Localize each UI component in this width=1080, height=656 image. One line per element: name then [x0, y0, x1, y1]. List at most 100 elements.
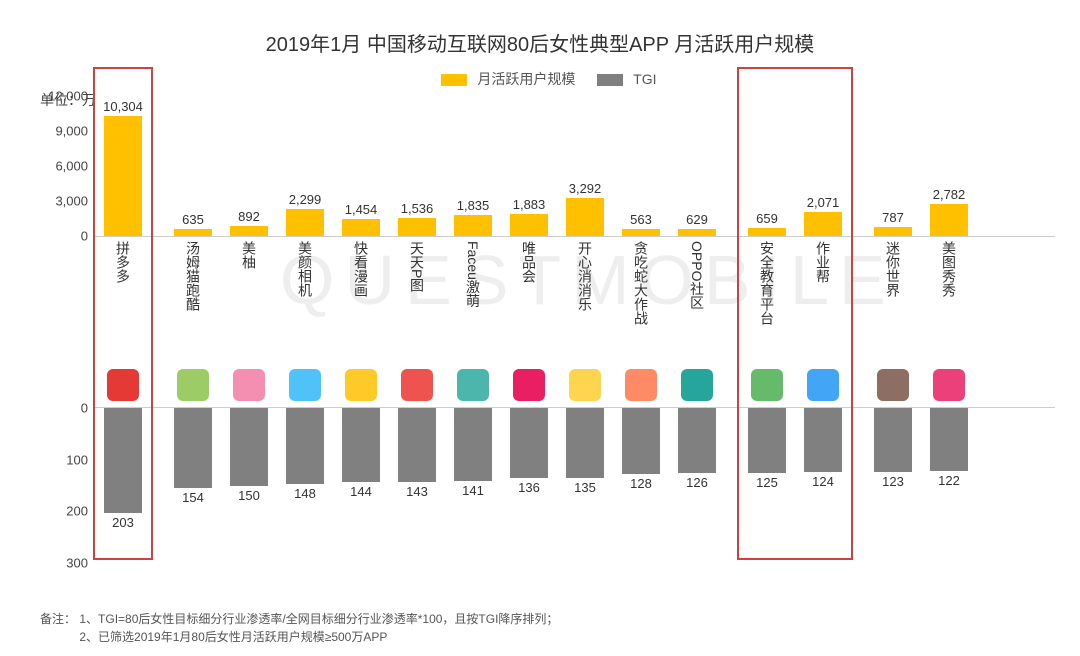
- footnote-2: 2、已筛选2019年1月80后女性月活跃用户规模≥500万APP: [79, 630, 387, 644]
- group-gap: [151, 237, 165, 407]
- mau-value: 1,883: [513, 197, 546, 212]
- app-name: 美图秀秀: [939, 241, 959, 361]
- tgi-value: 143: [406, 484, 428, 499]
- mau-bar: 629: [678, 229, 716, 236]
- tgi-bar: 150: [230, 408, 268, 486]
- category-cell: 快看漫画: [333, 237, 389, 407]
- mau-bar: 659: [748, 228, 786, 236]
- app-name: 美柚: [239, 241, 259, 361]
- group-gap: [725, 237, 739, 407]
- bar-column-lower: 150: [221, 408, 277, 562]
- bar-column: 635: [165, 97, 221, 236]
- bar-column: 2,299: [277, 97, 333, 236]
- category-cell: 唯品会: [501, 237, 557, 407]
- y-tick-lower: 0: [35, 401, 88, 416]
- app-name: Faceu激萌: [463, 241, 483, 361]
- footnote-1: 1、TGI=80后女性目标细分行业渗透率/全网目标细分行业渗透率*100，且按T…: [79, 612, 558, 626]
- app-name: 安全教育平台: [757, 241, 777, 361]
- group-gap: [151, 97, 165, 236]
- app-name: 快看漫画: [351, 241, 371, 361]
- tgi-value: 141: [462, 483, 484, 498]
- mau-bar: 563: [622, 229, 660, 236]
- bar-column: 892: [221, 97, 277, 236]
- app-icon: [807, 369, 839, 401]
- bar-column-lower: 124: [795, 408, 851, 562]
- mau-value: 3,292: [569, 181, 602, 196]
- y-tick-lower: 100: [35, 452, 88, 467]
- group-gap: [151, 408, 165, 562]
- chart-title: 2019年1月 中国移动互联网80后女性典型APP 月活跃用户规模: [40, 28, 1040, 57]
- category-cell: OPPO社区: [669, 237, 725, 407]
- bar-column: 1,835: [445, 97, 501, 236]
- bar-column: 1,536: [389, 97, 445, 236]
- category-area: 拼多多汤姆猫跑酷美柚美颜相机快看漫画天天P图Faceu激萌唯品会开心消消乐贪吃蛇…: [95, 237, 1055, 407]
- bar-column-lower: 125: [739, 408, 795, 562]
- mau-value: 563: [630, 212, 652, 227]
- tgi-bar: 203: [104, 408, 142, 513]
- tgi-bar: 123: [874, 408, 912, 472]
- app-icon: [401, 369, 433, 401]
- tgi-value: 150: [238, 488, 260, 503]
- tgi-value: 126: [686, 475, 708, 490]
- category-cell: Faceu激萌: [445, 237, 501, 407]
- mau-bar: 635: [174, 229, 212, 236]
- app-name: 作业帮: [813, 241, 833, 361]
- mau-value: 629: [686, 212, 708, 227]
- category-cell: 美柚: [221, 237, 277, 407]
- tgi-bar: 135: [566, 408, 604, 478]
- app-icon: [177, 369, 209, 401]
- lower-chart: 0100200300203154150148144143141136135128…: [95, 407, 1055, 562]
- legend-swatch-tgi: [597, 74, 623, 86]
- app-icon: [289, 369, 321, 401]
- app-name: 美颜相机: [295, 241, 315, 361]
- app-icon: [345, 369, 377, 401]
- mau-bar: 892: [230, 226, 268, 236]
- app-icon: [877, 369, 909, 401]
- bar-column: 3,292: [557, 97, 613, 236]
- tgi-bar: 154: [174, 408, 212, 488]
- bar-column: 787: [865, 97, 921, 236]
- tgi-bar: 143: [398, 408, 436, 482]
- footnote-prefix: 备注：: [40, 612, 76, 626]
- mau-bar: 3,292: [566, 198, 604, 236]
- bar-column: 629: [669, 97, 725, 236]
- mau-value: 2,071: [807, 195, 840, 210]
- tgi-bar: 148: [286, 408, 324, 484]
- mau-bar: 1,536: [398, 218, 436, 236]
- bar-column-lower: 128: [613, 408, 669, 562]
- y-tick-upper: 12,000: [33, 89, 88, 104]
- legend: 月活跃用户规模 TGI: [40, 69, 1040, 89]
- bar-column-lower: 154: [165, 408, 221, 562]
- bar-column: 1,454: [333, 97, 389, 236]
- mau-value: 787: [882, 210, 904, 225]
- tgi-value: 125: [756, 475, 778, 490]
- tgi-bar: 126: [678, 408, 716, 473]
- bar-column: 2,782: [921, 97, 977, 236]
- tgi-bar: 141: [454, 408, 492, 481]
- mau-value: 659: [756, 211, 778, 226]
- chart-container: 2019年1月 中国移动互联网80后女性典型APP 月活跃用户规模 月活跃用户规…: [0, 0, 1080, 656]
- tgi-value: 154: [182, 490, 204, 505]
- mau-bar: 1,454: [342, 219, 380, 236]
- bar-column: 563: [613, 97, 669, 236]
- bar-column-lower: 126: [669, 408, 725, 562]
- group-gap: [725, 408, 739, 562]
- category-cell: 迷你世界: [865, 237, 921, 407]
- y-tick-upper: 9,000: [33, 124, 88, 139]
- bar-column: 659: [739, 97, 795, 236]
- bar-column-lower: 148: [277, 408, 333, 562]
- mau-bar: 1,835: [454, 215, 492, 236]
- tgi-value: 123: [882, 474, 904, 489]
- bar-column-lower: 122: [921, 408, 977, 562]
- mau-bar: 2,782: [930, 204, 968, 236]
- tgi-bar: 136: [510, 408, 548, 478]
- app-name: 拼多多: [113, 241, 133, 361]
- bar-column-lower: 144: [333, 408, 389, 562]
- group-gap: [851, 237, 865, 407]
- legend-label-mau: 月活跃用户规模: [477, 71, 575, 87]
- tgi-bar: 122: [930, 408, 968, 471]
- tgi-bar: 144: [342, 408, 380, 482]
- bar-column-lower: 136: [501, 408, 557, 562]
- category-cell: 汤姆猫跑酷: [165, 237, 221, 407]
- category-cell: 拼多多: [95, 237, 151, 407]
